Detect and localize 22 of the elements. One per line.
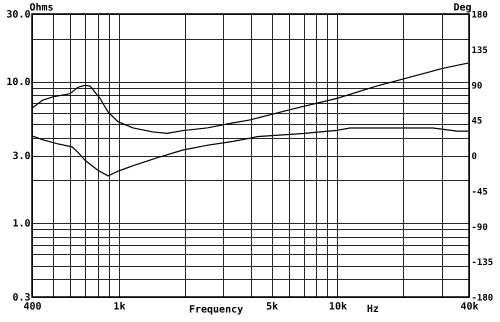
y-tick-label: 30.0	[6, 10, 30, 20]
y2-tick-label: 0	[472, 152, 477, 162]
text: Hz	[366, 304, 379, 315]
y2-tick-label: -45	[472, 187, 488, 198]
y-axis-title: Ohms	[30, 2, 54, 14]
x-axis-title: Frequency	[188, 304, 244, 316]
y2-tick-label: 180	[472, 10, 488, 20]
x-tick-label: 400	[23, 302, 42, 312]
y-tick-label: 0.3	[12, 292, 30, 304]
y2-tick-label: 135	[472, 46, 488, 56]
y-tick-label: 10.0	[6, 77, 30, 88]
y2-tick-label: -90	[472, 222, 488, 233]
x-tick-label: 10k	[328, 302, 347, 312]
y-tick-label: 3.0	[12, 151, 30, 162]
y2-tick-label: -135	[472, 258, 494, 268]
x-tick-label: 5k	[266, 302, 278, 312]
x-tick-label: 1k	[113, 302, 126, 312]
x-tick-label: 40k	[460, 302, 479, 312]
y2-tick-label: 45	[472, 116, 482, 127]
y-tick-label: 1.0	[12, 218, 30, 230]
y2-tick-label: 90	[472, 81, 482, 92]
y2-axis-title: Deg	[453, 2, 472, 14]
